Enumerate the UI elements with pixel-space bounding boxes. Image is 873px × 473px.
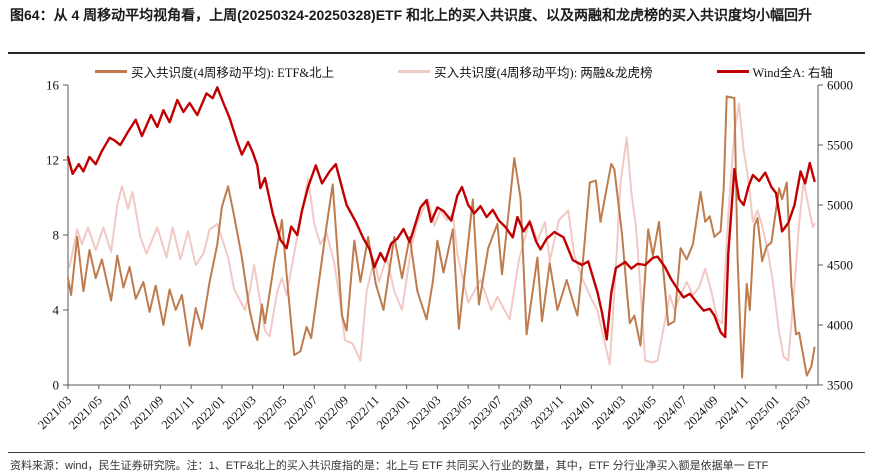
x-tick-label: 2024/09 bbox=[682, 393, 721, 432]
series-line-2 bbox=[66, 86, 816, 341]
y-right-tick-label: 5000 bbox=[827, 198, 853, 213]
x-tick-label: 2021/09 bbox=[128, 393, 167, 432]
y-left-tick-label: 8 bbox=[53, 228, 60, 243]
legend-swatch-icon bbox=[398, 69, 431, 73]
legend-label: 买入共识度(4周移动平均): ETF&北上 bbox=[131, 65, 335, 80]
x-tick-label: 2024/05 bbox=[620, 393, 659, 432]
x-tick-label: 2023/01 bbox=[374, 393, 413, 432]
x-tick-label: 2021/05 bbox=[66, 393, 105, 432]
x-tick-label: 2023/07 bbox=[466, 393, 505, 432]
x-tick-label: 2023/05 bbox=[435, 393, 474, 432]
y-left-tick-label: 0 bbox=[53, 378, 60, 393]
y-left-tick-label: 4 bbox=[53, 303, 60, 318]
legend-item-0: 买入共识度(4周移动平均): ETF&北上 bbox=[95, 62, 334, 81]
x-tick-label: 2024/07 bbox=[651, 393, 690, 432]
x-tick-label: 2024/01 bbox=[559, 393, 598, 432]
y-left-tick-label: 16 bbox=[46, 78, 60, 93]
source-note: 资料来源：wind，民生证券研究院。注：1、ETF&北上的买入共识度指的是：北上… bbox=[10, 460, 769, 472]
y-right-tick-label: 4000 bbox=[827, 318, 853, 333]
x-tick-label: 2025/03 bbox=[774, 393, 813, 432]
x-tick-label: 2021/03 bbox=[35, 393, 74, 432]
x-tick-label: 2022/05 bbox=[251, 393, 290, 432]
x-tick-label: 2025/01 bbox=[743, 393, 782, 432]
x-tick-label: 2022/01 bbox=[189, 393, 228, 432]
x-tick-label: 2023/09 bbox=[497, 393, 536, 432]
legend-swatch-icon bbox=[95, 69, 127, 73]
y-right-tick-label: 3500 bbox=[827, 378, 853, 393]
x-tick-label: 2022/09 bbox=[312, 393, 351, 432]
y-right-tick-label: 6000 bbox=[827, 78, 853, 93]
y-right-tick-label: 4500 bbox=[827, 258, 853, 273]
legend-item-1: 买入共识度(4周移动平均): 两融&龙虎榜 bbox=[398, 62, 653, 81]
title-underline bbox=[8, 52, 865, 54]
x-tick-label: 2022/03 bbox=[220, 393, 259, 432]
page-title: 图64：从 4 周移动平均视角看，上周(20250324-20250328)ET… bbox=[10, 7, 813, 23]
footer-divider bbox=[8, 452, 865, 453]
chart-legend: 买入共识度(4周移动平均): ETF&北上 买入共识度(4周移动平均): 两融&龙… bbox=[95, 62, 835, 81]
legend-item-2: Wind全A: 右轴 bbox=[716, 62, 833, 81]
x-tick-label: 2024/11 bbox=[713, 393, 752, 432]
y-left-tick-label: 12 bbox=[46, 153, 59, 168]
x-tick-label: 2024/03 bbox=[589, 393, 628, 432]
x-tick-label: 2023/03 bbox=[405, 393, 444, 432]
x-tick-label: 2022/07 bbox=[281, 393, 320, 432]
consensus-chart: 0 4 8 12 16 3500 4000 4500 5000 5500 6000 2021/03 20… bbox=[0, 78, 873, 450]
legend-label: 买入共识度(4周移动平均): 两融&龙虎榜 bbox=[434, 65, 653, 80]
series-line-1 bbox=[68, 102, 816, 366]
x-tick-label: 2021/07 bbox=[97, 393, 136, 432]
legend-label: Wind全A: 右轴 bbox=[752, 65, 833, 80]
series-line-0 bbox=[67, 95, 816, 379]
x-tick-label: 2023/11 bbox=[528, 393, 567, 432]
legend-swatch-icon bbox=[716, 69, 749, 73]
x-tick-label: 2021/11 bbox=[159, 393, 198, 432]
chart-svg: 04812163500400045005000550060002021/0320… bbox=[35, 78, 853, 433]
y-right-tick-label: 5500 bbox=[827, 138, 853, 153]
x-tick-label: 2022/11 bbox=[343, 393, 382, 432]
